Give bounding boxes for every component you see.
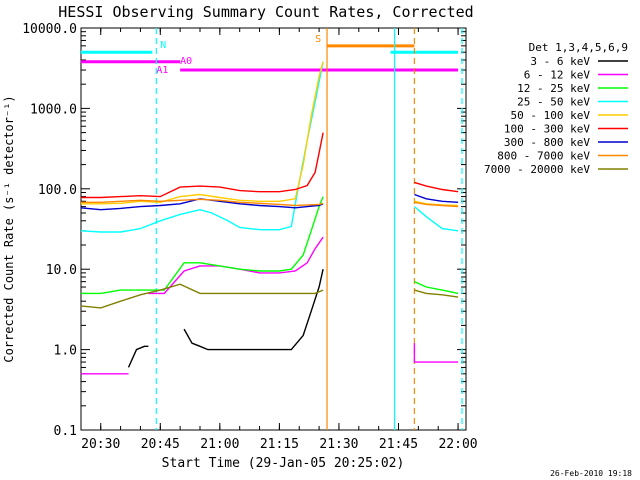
series-line — [414, 201, 459, 208]
series-line — [148, 236, 324, 295]
chart-title: HESSI Observing Summary Count Rates, Cor… — [58, 3, 473, 21]
legend-label: 300 - 800 keV — [504, 136, 590, 149]
legend-label: 25 - 50 keV — [517, 96, 590, 109]
plot-frame — [80, 27, 467, 431]
series-line — [414, 181, 459, 193]
series-line — [80, 196, 324, 295]
legend-label: 800 - 7000 keV — [497, 150, 590, 163]
legend-label: 3 - 6 keV — [530, 55, 590, 68]
series-line — [413, 206, 459, 232]
x-tick-label: 21:45 — [379, 437, 418, 452]
legend-label: 7000 - 20000 keV — [484, 163, 590, 176]
x-axis-label: Start Time (29-Jan-05 20:25:02) — [162, 456, 405, 471]
series-line — [127, 345, 149, 368]
x-tick-label: 20:45 — [141, 437, 180, 452]
series-line — [80, 132, 324, 199]
series-line — [183, 269, 324, 351]
y-tick-label: 0.1 — [54, 424, 77, 439]
flag-label-s: S — [315, 34, 321, 45]
series-line — [414, 289, 459, 298]
series-line — [414, 281, 459, 295]
y-tick-labels: 0.1 1.0 10.0 100.0 1000.0 10000.0 — [22, 22, 77, 439]
vertical-markers — [155, 28, 463, 430]
footer-date: 26-Feb-2010 19:18 — [550, 469, 632, 478]
flag-label-a1: A1 — [156, 65, 168, 76]
x-tick-label: 21:30 — [319, 437, 358, 452]
x-tick-label: 21:15 — [260, 437, 299, 452]
y-tick-label: 1000.0 — [30, 102, 77, 117]
data-series — [80, 61, 459, 375]
series-line — [80, 61, 324, 205]
series-line — [80, 198, 324, 207]
series-line — [80, 198, 324, 211]
series-line — [413, 343, 459, 363]
flag-bars: N A0 A1 S — [80, 34, 459, 76]
y-axis-label: Corrected Count Rate (s⁻¹ detector⁻¹) — [2, 95, 16, 362]
y-tick-label: 100.0 — [38, 183, 77, 198]
legend-label: 12 - 25 keV — [517, 82, 590, 95]
series-line — [414, 193, 459, 203]
flag-label-a0: A0 — [180, 56, 192, 67]
legend-label: 50 - 100 keV — [511, 109, 591, 122]
y-tick-label: 1.0 — [54, 344, 77, 359]
flag-label-n: N — [160, 40, 166, 51]
legend-label: 100 - 300 keV — [504, 123, 590, 136]
legend-title: Det 1,3,4,5,6,9 — [529, 41, 628, 54]
x-tick-label: 20:30 — [81, 437, 120, 452]
legend-label: 6 - 12 keV — [524, 69, 591, 82]
series-line — [80, 283, 324, 309]
axis-ticks — [81, 27, 466, 431]
x-tick-label: 21:00 — [200, 437, 239, 452]
x-tick-labels: 20:30 20:45 21:00 21:15 21:30 21:45 22:00 — [81, 437, 477, 452]
y-tick-label: 10000.0 — [22, 22, 77, 37]
y-tick-label: 10.0 — [46, 263, 77, 278]
x-tick-label: 22:00 — [438, 437, 477, 452]
